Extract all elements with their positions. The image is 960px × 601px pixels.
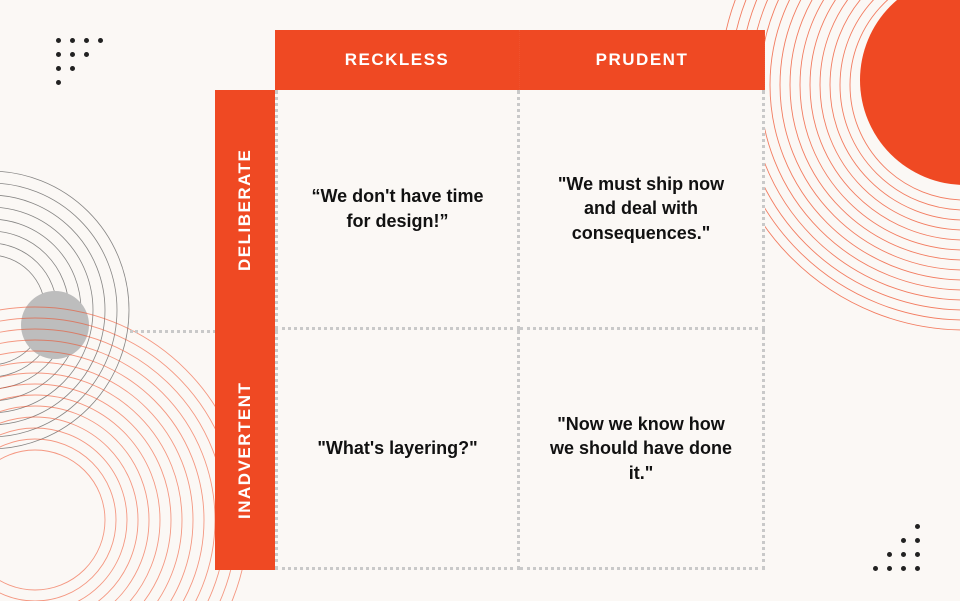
column-header-prudent: PRUDENT — [520, 30, 765, 90]
tech-debt-quadrant-matrix: RECKLESS PRUDENT DELIBERATE INADVERTENT … — [215, 30, 770, 570]
cell-deliberate-prudent: "We must ship now and deal with conseque… — [520, 90, 765, 330]
cell-deliberate-reckless: “We don't have time for design!” — [275, 90, 520, 330]
dot-grid-bottom-right — [873, 524, 920, 571]
row-header-deliberate: DELIBERATE — [215, 90, 275, 330]
cell-inadvertent-reckless: "What's layering?" — [275, 330, 520, 570]
row-header-inadvertent: INADVERTENT — [215, 330, 275, 570]
dot-grid-top-left — [56, 38, 103, 85]
column-header-reckless: RECKLESS — [275, 30, 520, 90]
cell-inadvertent-prudent: "Now we know how we should have done it.… — [520, 330, 765, 570]
